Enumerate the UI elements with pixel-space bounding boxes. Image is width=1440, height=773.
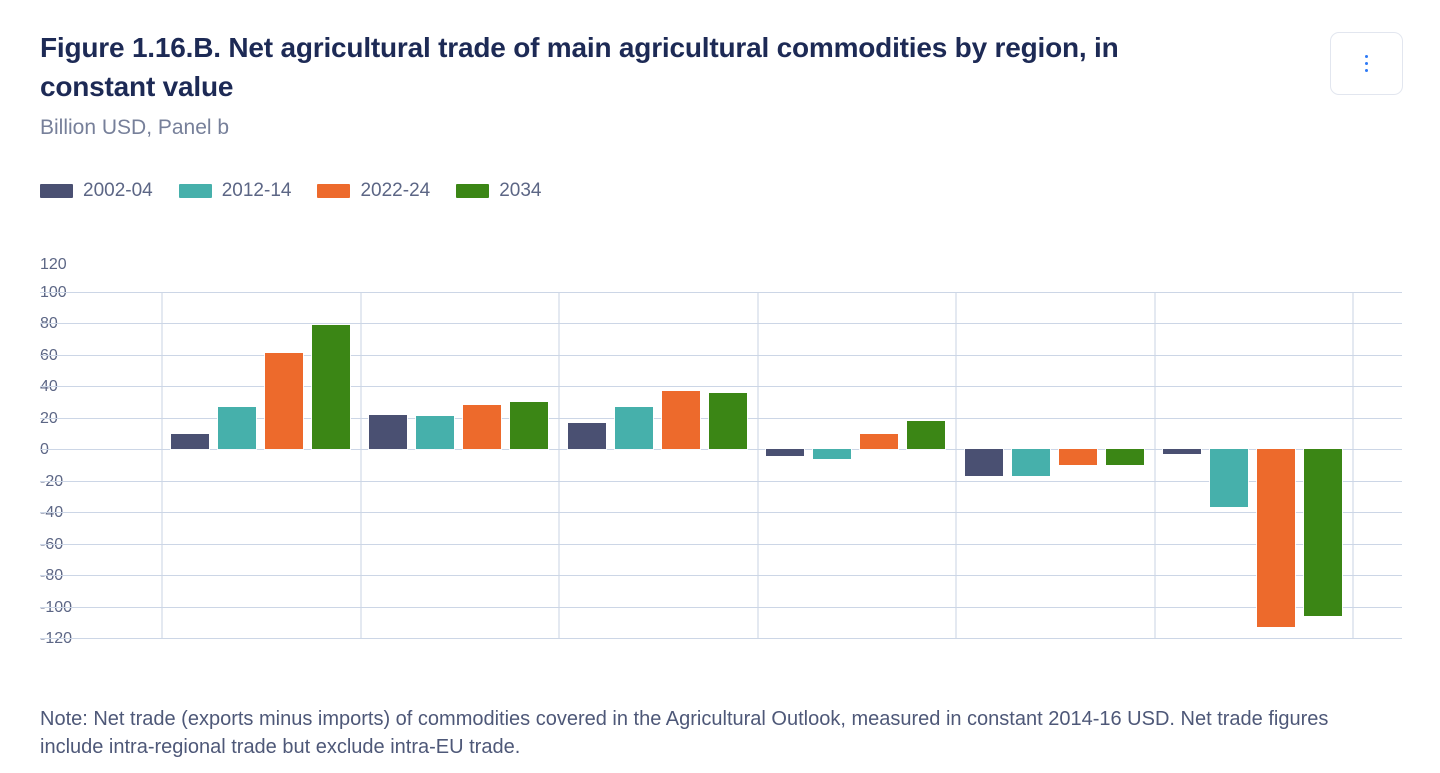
- page-title: Figure 1.16.B. Net agricultural trade of…: [40, 32, 1119, 103]
- bar[interactable]: [964, 449, 1003, 476]
- category-separator: [558, 292, 560, 638]
- legend-swatch-icon: [456, 184, 490, 198]
- legend-swatch-icon: [317, 184, 351, 198]
- bar[interactable]: [1210, 449, 1249, 508]
- bar[interactable]: [170, 433, 209, 450]
- legend-item[interactable]: 2034: [456, 180, 541, 202]
- figure-header: Figure 1.16.B. Net agricultural trade of…: [40, 28, 1300, 142]
- bar[interactable]: [1011, 449, 1050, 476]
- legend-label: 2012-14: [221, 180, 292, 201]
- legend-swatch-icon: [178, 184, 212, 198]
- category-separator: [1352, 292, 1354, 638]
- chart-area: 120100806040200-20-40-60-80-100-120 Braz…: [40, 257, 1402, 647]
- bar[interactable]: [907, 420, 946, 450]
- bar[interactable]: [369, 414, 408, 450]
- bar[interactable]: [766, 449, 805, 456]
- bar[interactable]: [217, 406, 256, 450]
- legend-swatch-icon: [40, 184, 73, 198]
- bar[interactable]: [510, 402, 549, 450]
- gridline: [40, 292, 1402, 293]
- legend-item[interactable]: 2002-04: [40, 180, 153, 202]
- category-separator: [1154, 292, 1156, 638]
- legend-label: 2034: [499, 180, 542, 201]
- bars-layer: [40, 292, 1402, 638]
- category-separator: [757, 292, 759, 638]
- legend-label: 2002-04: [83, 180, 153, 201]
- y-tick-label: 120: [40, 256, 67, 273]
- bar[interactable]: [1257, 449, 1296, 627]
- plot-area: [40, 292, 1402, 639]
- bar[interactable]: [463, 405, 502, 450]
- gridline: [40, 386, 1402, 387]
- bar[interactable]: [311, 325, 350, 450]
- bar[interactable]: [708, 392, 747, 450]
- bar[interactable]: [567, 422, 606, 450]
- gridline: [40, 544, 1402, 545]
- zero-line: [40, 449, 1402, 450]
- gridline: [40, 355, 1402, 356]
- bar[interactable]: [661, 391, 700, 450]
- gridline: [40, 638, 1402, 639]
- kebab-menu-icon: [1365, 55, 1368, 72]
- figure-subtitle: Billion USD, Panel b: [40, 116, 230, 140]
- gridline: [40, 481, 1402, 482]
- gridline: [40, 575, 1402, 576]
- kebab-menu-button[interactable]: [1330, 32, 1403, 95]
- gridline: [40, 323, 1402, 324]
- gridline: [40, 512, 1402, 513]
- bar[interactable]: [416, 416, 455, 450]
- gridline: [40, 607, 1402, 608]
- bar[interactable]: [1105, 449, 1144, 465]
- bar[interactable]: [264, 353, 303, 450]
- bar[interactable]: [1163, 449, 1202, 454]
- legend-item[interactable]: 2012-14: [178, 180, 292, 202]
- category-separator: [955, 292, 957, 638]
- bar[interactable]: [614, 406, 653, 450]
- legend-item[interactable]: 2022-24: [317, 180, 430, 202]
- bar[interactable]: [1058, 449, 1097, 465]
- category-separator: [360, 292, 362, 638]
- chart-legend: 2002-04 2012-14 2022-24 2034: [40, 180, 541, 202]
- category-separator: [161, 292, 163, 638]
- bar[interactable]: [813, 449, 852, 459]
- legend-label: 2022-24: [360, 180, 431, 201]
- figure-note: Note: Net trade (exports minus imports) …: [40, 708, 1329, 759]
- bar[interactable]: [1304, 449, 1343, 616]
- bar[interactable]: [860, 433, 899, 450]
